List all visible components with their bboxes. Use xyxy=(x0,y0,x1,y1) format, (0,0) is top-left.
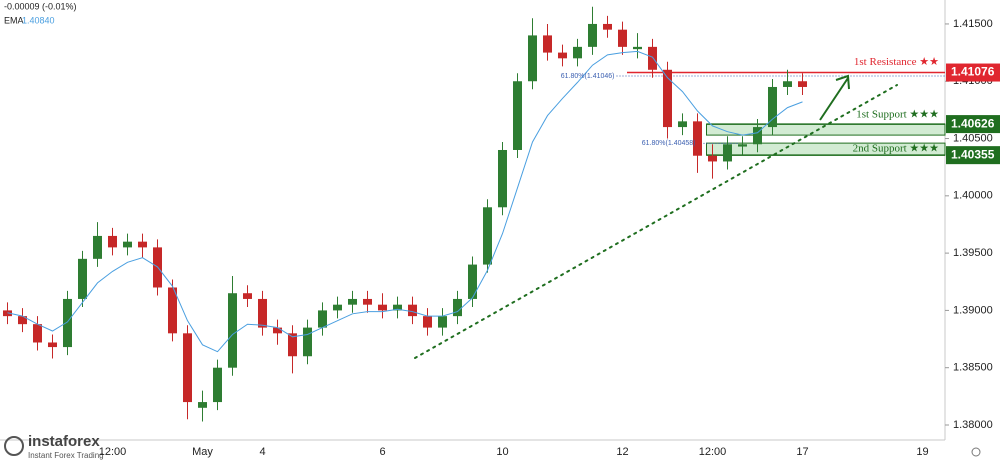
price-tag-label: 1.40626 xyxy=(951,116,995,130)
y-tick-label: 1.40000 xyxy=(953,190,993,202)
candle-body xyxy=(423,316,432,328)
settings-icon[interactable] xyxy=(971,447,981,457)
level-name: 1st Resistance ★★ xyxy=(854,56,939,68)
y-tick-label: 1.40500 xyxy=(953,132,993,144)
candle-body xyxy=(213,367,222,403)
watermark: instaforex Instant Forex Trading xyxy=(4,433,104,460)
plot xyxy=(3,6,946,422)
candle-body xyxy=(303,327,312,357)
y-tick-label: 1.38000 xyxy=(953,419,993,431)
ema-label: EMA xyxy=(4,15,24,25)
candle-body xyxy=(138,241,147,248)
candle-body xyxy=(468,264,477,299)
ema-line xyxy=(7,50,803,353)
x-tick-label: 12:00 xyxy=(699,446,727,458)
x-tick-label: 12 xyxy=(616,446,628,458)
candle-body xyxy=(183,333,192,403)
candle-body xyxy=(573,46,582,59)
candle-body xyxy=(408,304,417,317)
x-tick-label: 12:00 xyxy=(99,446,127,458)
candle-body xyxy=(513,81,522,150)
y-tick-label: 1.39000 xyxy=(953,304,993,316)
candle-body xyxy=(78,258,87,299)
candle-body xyxy=(228,293,237,368)
candle-body xyxy=(498,149,507,208)
candle-body xyxy=(558,52,567,59)
candle-body xyxy=(168,287,177,334)
candle-body xyxy=(738,144,747,147)
candle-body xyxy=(663,69,672,128)
candle-body xyxy=(123,241,132,248)
price-tag xyxy=(946,63,1000,82)
candle-body xyxy=(438,316,447,328)
y-tick-label: 1.41500 xyxy=(953,18,993,30)
candle-body xyxy=(243,293,252,299)
price-tag xyxy=(946,115,1000,134)
x-tick-label: 19 xyxy=(916,446,928,458)
x-tick-label: 6 xyxy=(379,446,385,458)
trendline xyxy=(414,84,898,359)
candle-body xyxy=(618,29,627,47)
candle-body xyxy=(543,35,552,53)
candle-body xyxy=(18,316,27,325)
candle-body xyxy=(258,298,267,328)
brand: instaforex xyxy=(28,433,100,450)
candle-body xyxy=(3,310,12,317)
candle-body xyxy=(588,23,597,47)
candle-body xyxy=(108,235,117,248)
candle-body xyxy=(453,298,462,317)
projection-arrow xyxy=(819,74,850,121)
candle-body xyxy=(33,324,42,343)
candle-body xyxy=(783,81,792,87)
tagline: Instant Forex Trading xyxy=(28,451,104,460)
level-name: 1st Support ★★★ xyxy=(856,109,939,121)
candle-body xyxy=(333,304,342,311)
candle-body xyxy=(378,304,387,311)
candle-body xyxy=(198,402,207,408)
candle-body xyxy=(363,298,372,305)
x-tick-label: 17 xyxy=(796,446,808,458)
candle-body xyxy=(48,342,57,348)
candle-body xyxy=(273,327,282,334)
candle-body xyxy=(693,121,702,156)
candle-body xyxy=(63,298,72,348)
price-tag-label: 1.41076 xyxy=(951,65,995,79)
candle-body xyxy=(483,207,492,265)
candle-body xyxy=(753,127,762,145)
candle-body xyxy=(633,46,642,50)
candle-body xyxy=(708,155,717,162)
candle-body xyxy=(798,81,807,87)
candle-body xyxy=(648,46,657,70)
y-tick-label: 1.39500 xyxy=(953,247,993,259)
candle-body xyxy=(528,35,537,82)
price-tag-label: 1.40355 xyxy=(951,147,995,161)
change-label: -0.00009 (-0.01%) xyxy=(4,1,77,11)
ema-value: 1.40840 xyxy=(22,15,55,25)
candle-body xyxy=(393,304,402,311)
level-name: 2nd Support ★★★ xyxy=(853,143,940,155)
x-tick-label: 10 xyxy=(496,446,508,458)
candle-body xyxy=(678,121,687,128)
candle-body xyxy=(603,23,612,30)
x-tick-label: May xyxy=(192,446,213,458)
fib-label: 61.80%(1.40458) xyxy=(642,140,696,147)
candle-body xyxy=(288,333,297,357)
price-tag xyxy=(946,146,1000,165)
y-tick-label: 1.38500 xyxy=(953,362,993,374)
candle-body xyxy=(723,144,732,162)
candle-body xyxy=(348,298,357,305)
fib-label: 61.80%(1.41046) xyxy=(561,73,615,80)
x-tick-label: 4 xyxy=(259,446,265,458)
candle-body xyxy=(768,86,777,128)
brand-logo xyxy=(4,436,24,456)
candle-body xyxy=(93,235,102,259)
candle-body xyxy=(318,310,327,328)
